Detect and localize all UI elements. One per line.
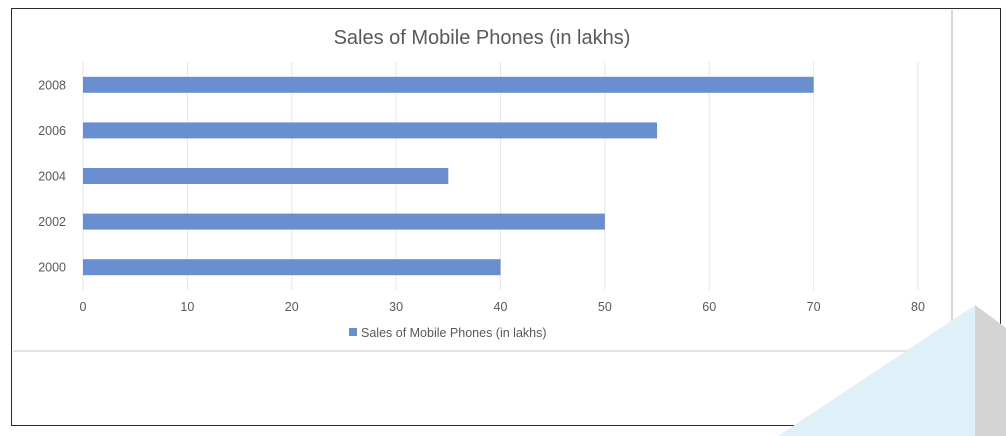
y-tick-label-2008: 2008 (38, 78, 66, 92)
y-tick-label-2000: 2000 (38, 261, 66, 275)
y-axis-labels: 2000 2002 2004 2006 2008 (38, 78, 66, 274)
x-tick-label-20: 20 (285, 300, 299, 314)
x-tick-label-40: 40 (494, 300, 508, 314)
x-axis-labels: 0 10 20 30 40 50 60 70 80 (80, 300, 925, 314)
bar-2002 (83, 213, 605, 230)
y-tick-label-2002: 2002 (38, 215, 66, 229)
x-tick-label-0: 0 (80, 300, 87, 314)
y-tick-label-2006: 2006 (38, 124, 66, 138)
x-tick-label-50: 50 (598, 300, 612, 314)
legend-swatch (349, 328, 357, 336)
bar-2006 (83, 122, 658, 139)
x-tick-label-70: 70 (807, 300, 821, 314)
legend-label: Sales of Mobile Phones (in lakhs) (361, 326, 547, 340)
x-tick-label-10: 10 (180, 300, 194, 314)
chart-title: Sales of Mobile Phones (in lakhs) (334, 27, 631, 49)
bars (83, 76, 814, 276)
x-tick-label-80: 80 (911, 300, 925, 314)
x-tick-label-30: 30 (389, 300, 403, 314)
legend: Sales of Mobile Phones (in lakhs) (349, 326, 547, 340)
bar-2004 (83, 168, 449, 184)
bar-2008 (83, 76, 814, 93)
x-tick-label-60: 60 (702, 300, 716, 314)
y-tick-label-2004: 2004 (38, 170, 66, 184)
bar-2000 (83, 259, 501, 276)
